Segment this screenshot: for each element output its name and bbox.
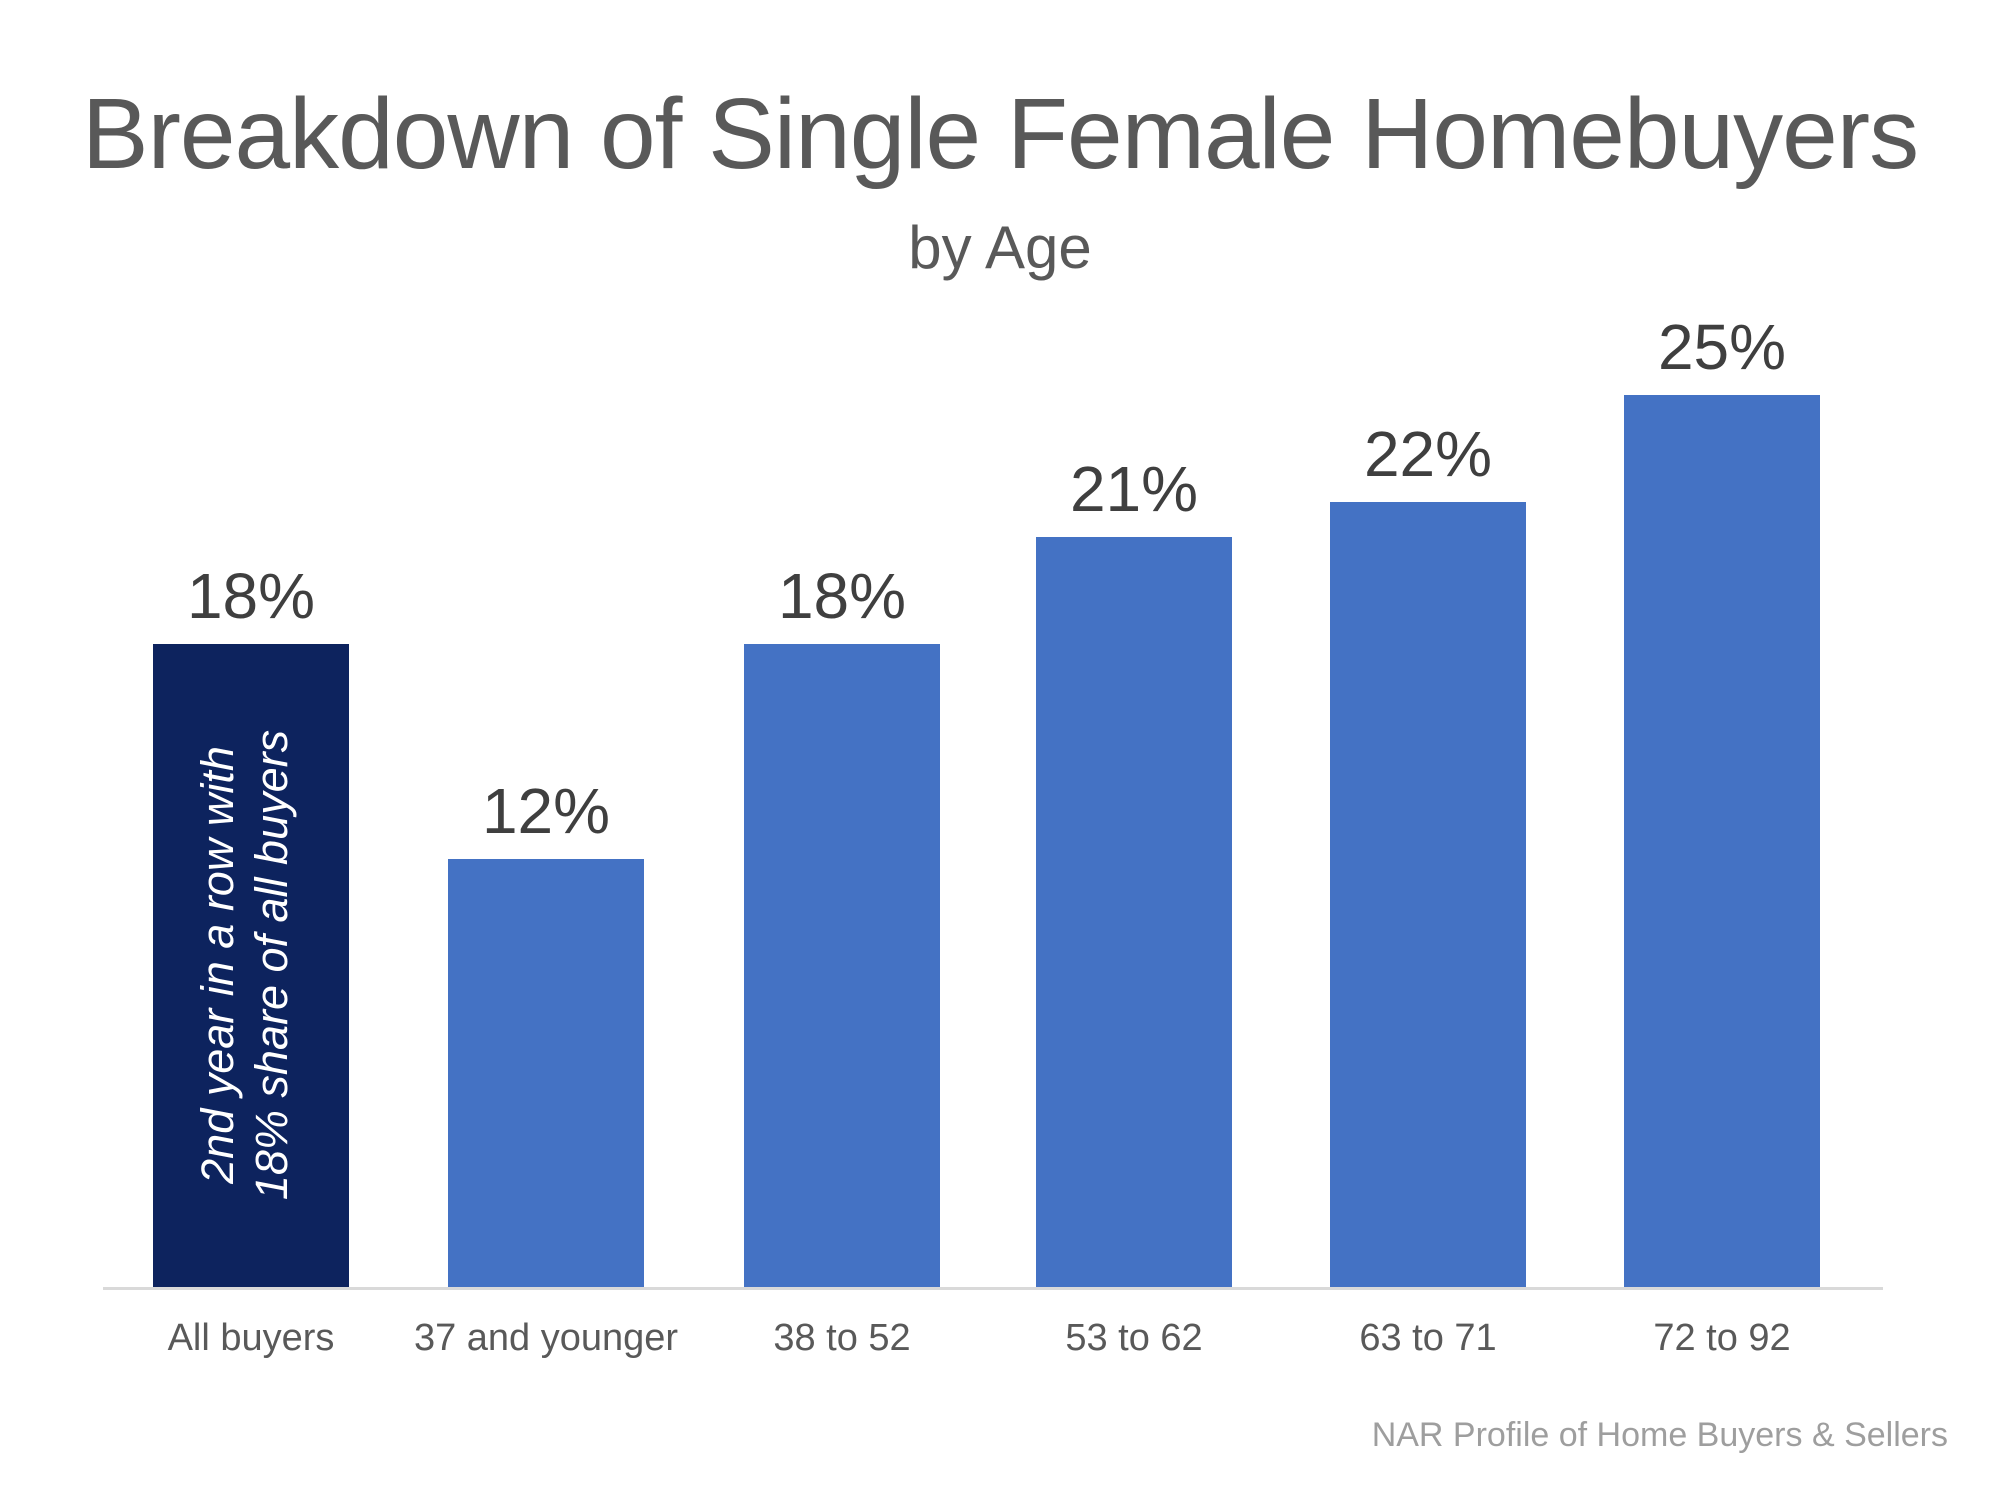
category-label: 63 to 71 xyxy=(1359,1317,1497,1359)
bar-value-label: 25% xyxy=(1657,310,1787,383)
chart-subtitle: by Age xyxy=(908,214,1092,281)
source-credit: NAR Profile of Home Buyers & Sellers xyxy=(1371,1416,1948,1454)
bar xyxy=(744,644,940,1287)
bar xyxy=(448,858,644,1287)
bar-value-label: 22% xyxy=(1363,417,1493,490)
bar-value-label: 21% xyxy=(1069,453,1199,526)
category-label: 72 to 92 xyxy=(1653,1317,1791,1359)
category-label: 53 to 62 xyxy=(1065,1317,1203,1359)
bar xyxy=(1036,537,1232,1287)
bar xyxy=(1624,394,1820,1287)
x-axis-line xyxy=(103,1287,1883,1290)
bar xyxy=(153,644,349,1287)
annotation-line-1: 2nd year in a row with xyxy=(192,746,243,1184)
chart-title: Breakdown of Single Female Homebuyers xyxy=(81,78,1919,190)
highlight-bar-annotation: 2nd year in a row with 18% share of all … xyxy=(191,655,311,1275)
bar-value-label: 12% xyxy=(481,774,611,847)
category-label: 37 and younger xyxy=(413,1317,679,1359)
bar-value-label: 18% xyxy=(777,560,907,633)
category-label: All buyers xyxy=(167,1317,335,1359)
category-label: 38 to 52 xyxy=(773,1317,911,1359)
annotation-line-2: 18% share of all buyers xyxy=(246,729,297,1201)
bar-value-label: 18% xyxy=(186,560,316,633)
bar xyxy=(1330,501,1526,1287)
